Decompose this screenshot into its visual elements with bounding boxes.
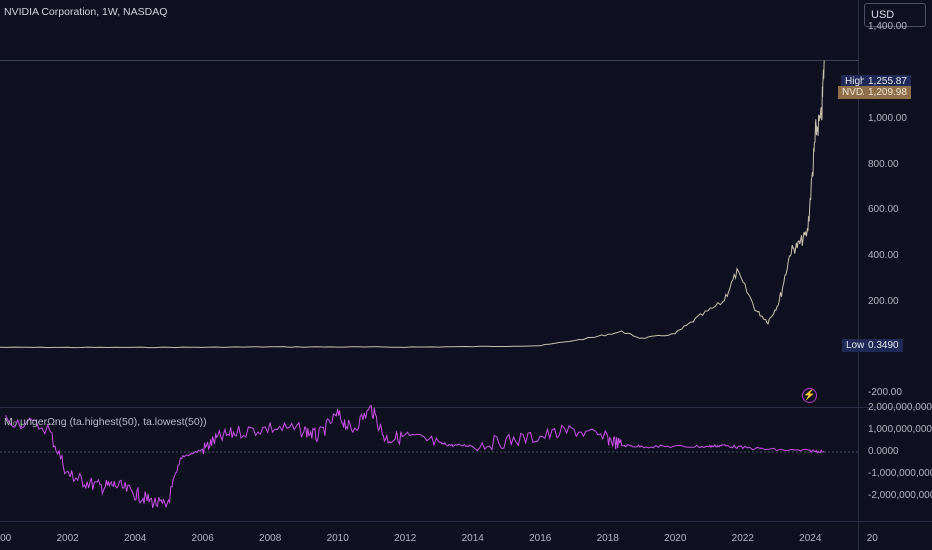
time-axis-tick-label: 2014 xyxy=(461,533,484,544)
time-axis-tick-label: 2006 xyxy=(191,533,214,544)
indicator-axis-tick-label: 2,000,000,000.00 xyxy=(868,402,932,414)
indicator-axis-tick-label: 1,000,000,000.00 xyxy=(868,424,932,436)
time-axis-tick-label: 2008 xyxy=(259,533,282,544)
time-axis-tick-label: 2018 xyxy=(596,533,619,544)
time-axis-tick-label: 2016 xyxy=(529,533,552,544)
price-axis-tick-label: -200.00 xyxy=(868,387,902,399)
currency-selector-button[interactable]: USD xyxy=(864,3,926,27)
indicator-series-line xyxy=(5,404,825,509)
low-marker-label: Low xyxy=(842,339,869,352)
time-axis-tick-label: 2010 xyxy=(326,533,349,544)
time-axis-tick-label: 20 xyxy=(866,533,878,544)
high-marker-value: 1,255.87 xyxy=(864,75,911,88)
price-axis-tick-label: 600.00 xyxy=(868,204,899,216)
indicator-axis-tick-label: 0.0000 xyxy=(868,445,899,457)
last-price-tag: 1,209.98 xyxy=(864,86,911,99)
time-axis-tick-label: 2012 xyxy=(394,533,417,544)
price-series-line xyxy=(0,60,825,349)
chart-title: NVIDIA Corporation, 1W, NASDAQ xyxy=(4,6,168,18)
price-axis-tick-label: 400.00 xyxy=(868,250,899,262)
time-axis-tick-label: 2024 xyxy=(799,533,822,544)
price-axis-tick-label: 1,400.00 xyxy=(868,21,907,33)
price-axis-tick-label: 1,000.00 xyxy=(868,112,907,124)
low-marker-value: 0.3490 xyxy=(864,339,903,352)
indicator-axis-tick-label: -1,000,000,000.00 xyxy=(868,467,932,479)
flash-alert-icon[interactable]: ⚡ xyxy=(802,388,817,403)
indicator-title[interactable]: M₀ µngerΩng (ta.highest(50), ta.lowest(5… xyxy=(4,416,207,428)
time-axis-tick-label: 2002 xyxy=(56,533,79,544)
price-axis-tick-label: 800.00 xyxy=(868,158,899,170)
high-marker-label: High xyxy=(841,75,870,88)
time-axis-tick-label: 2022 xyxy=(731,533,754,544)
indicator-axis-tick-label: -2,000,000,000.00 xyxy=(868,489,932,501)
high-label-text: High xyxy=(845,76,866,87)
time-axis-tick-label: 2000 xyxy=(0,533,12,544)
time-axis-tick-label: 2004 xyxy=(124,533,147,544)
time-axis-tick-label: 2020 xyxy=(664,533,687,544)
price-axis-tick-label: 200.00 xyxy=(868,295,899,307)
